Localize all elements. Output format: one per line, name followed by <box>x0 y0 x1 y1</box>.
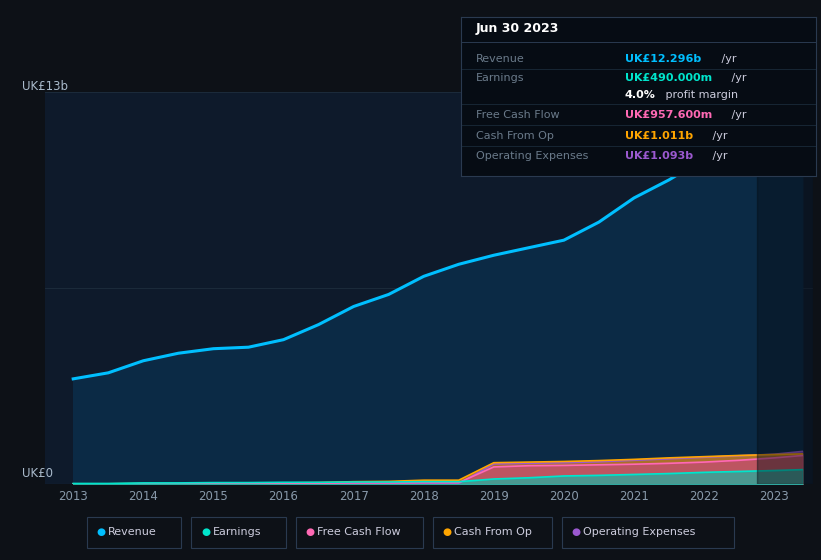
Text: UK£12.296b: UK£12.296b <box>625 54 701 64</box>
Text: /yr: /yr <box>718 54 736 64</box>
Text: profit margin: profit margin <box>662 90 738 100</box>
Text: Jun 30 2023: Jun 30 2023 <box>475 22 559 35</box>
Text: Cash From Op: Cash From Op <box>454 528 532 537</box>
Text: Cash From Op: Cash From Op <box>475 130 553 141</box>
Text: UK£13b: UK£13b <box>22 80 68 94</box>
Bar <box>757 92 813 484</box>
Text: UK£490.000m: UK£490.000m <box>625 73 712 83</box>
Text: ●: ● <box>443 528 452 537</box>
Text: Earnings: Earnings <box>213 528 261 537</box>
Text: Operating Expenses: Operating Expenses <box>583 528 695 537</box>
Text: UK£1.011b: UK£1.011b <box>625 130 693 141</box>
Text: ●: ● <box>571 528 580 537</box>
Text: UK£0: UK£0 <box>22 466 53 480</box>
Text: Free Cash Flow: Free Cash Flow <box>475 110 559 120</box>
Text: Earnings: Earnings <box>475 73 524 83</box>
Text: /yr: /yr <box>709 151 727 161</box>
Text: /yr: /yr <box>727 110 746 120</box>
Text: Free Cash Flow: Free Cash Flow <box>317 528 401 537</box>
Text: /yr: /yr <box>727 73 746 83</box>
Text: 4.0%: 4.0% <box>625 90 655 100</box>
Text: ●: ● <box>305 528 314 537</box>
Text: UK£1.093b: UK£1.093b <box>625 151 693 161</box>
Text: Operating Expenses: Operating Expenses <box>475 151 588 161</box>
Text: Revenue: Revenue <box>108 528 157 537</box>
Text: ●: ● <box>201 528 210 537</box>
Text: /yr: /yr <box>709 130 727 141</box>
Text: Revenue: Revenue <box>475 54 525 64</box>
Text: UK£957.600m: UK£957.600m <box>625 110 712 120</box>
Text: ●: ● <box>97 528 106 537</box>
